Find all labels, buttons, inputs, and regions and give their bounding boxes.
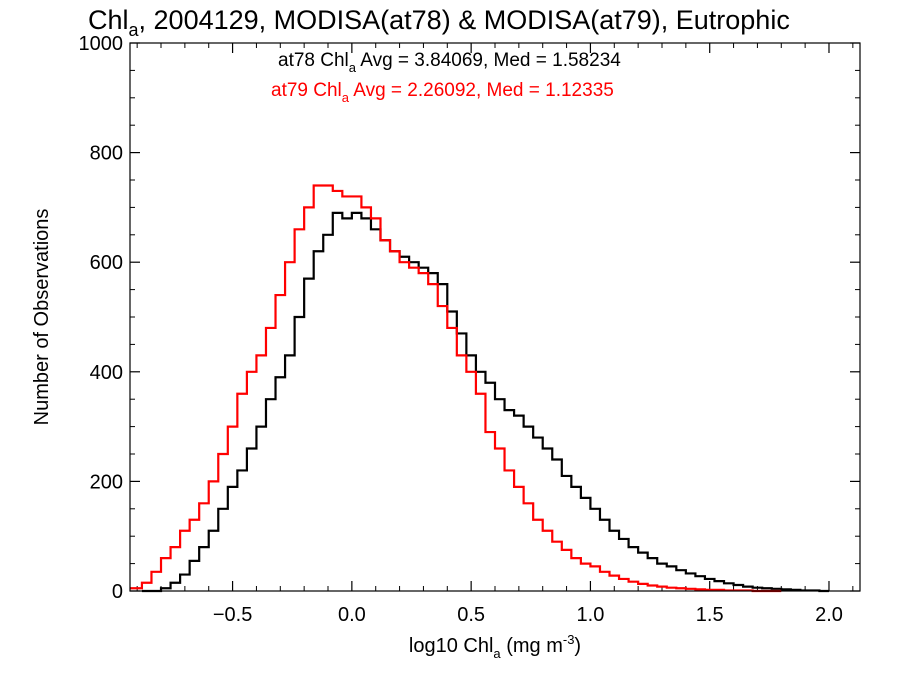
x-tick-label: 0.5 [457,604,485,626]
x-tick-label: 2.0 [815,604,843,626]
y-tick-label: 200 [90,471,123,493]
x-tick-label: 0.0 [338,604,366,626]
y-tick-label: 1000 [79,33,124,55]
stats-annotation-at78: at78 Chla Avg = 3.84069, Med = 1.58234 [278,50,621,75]
x-tick-label: 1.5 [696,604,724,626]
y-tick-label: 400 [90,362,123,384]
y-tick-label: 0 [112,581,123,603]
x-tick-label: −0.5 [213,604,252,626]
x-axis-label: log10 Chla (mg m-3) [409,632,581,661]
series-line-1 [130,184,782,593]
y-axis-label: Number of Observations [31,209,53,426]
series-line-0 [141,211,829,593]
y-tick-label: 800 [90,143,123,165]
stats-annotation-at79: at79 Chla Avg = 2.26092, Med = 1.12335 [271,80,614,105]
y-tick-label: 600 [90,252,123,274]
plot-frame [129,42,861,592]
chart-title: Chla, 2004129, MODISA(at78) & MODISA(at7… [88,5,790,40]
x-tick-label: 1.0 [577,604,605,626]
